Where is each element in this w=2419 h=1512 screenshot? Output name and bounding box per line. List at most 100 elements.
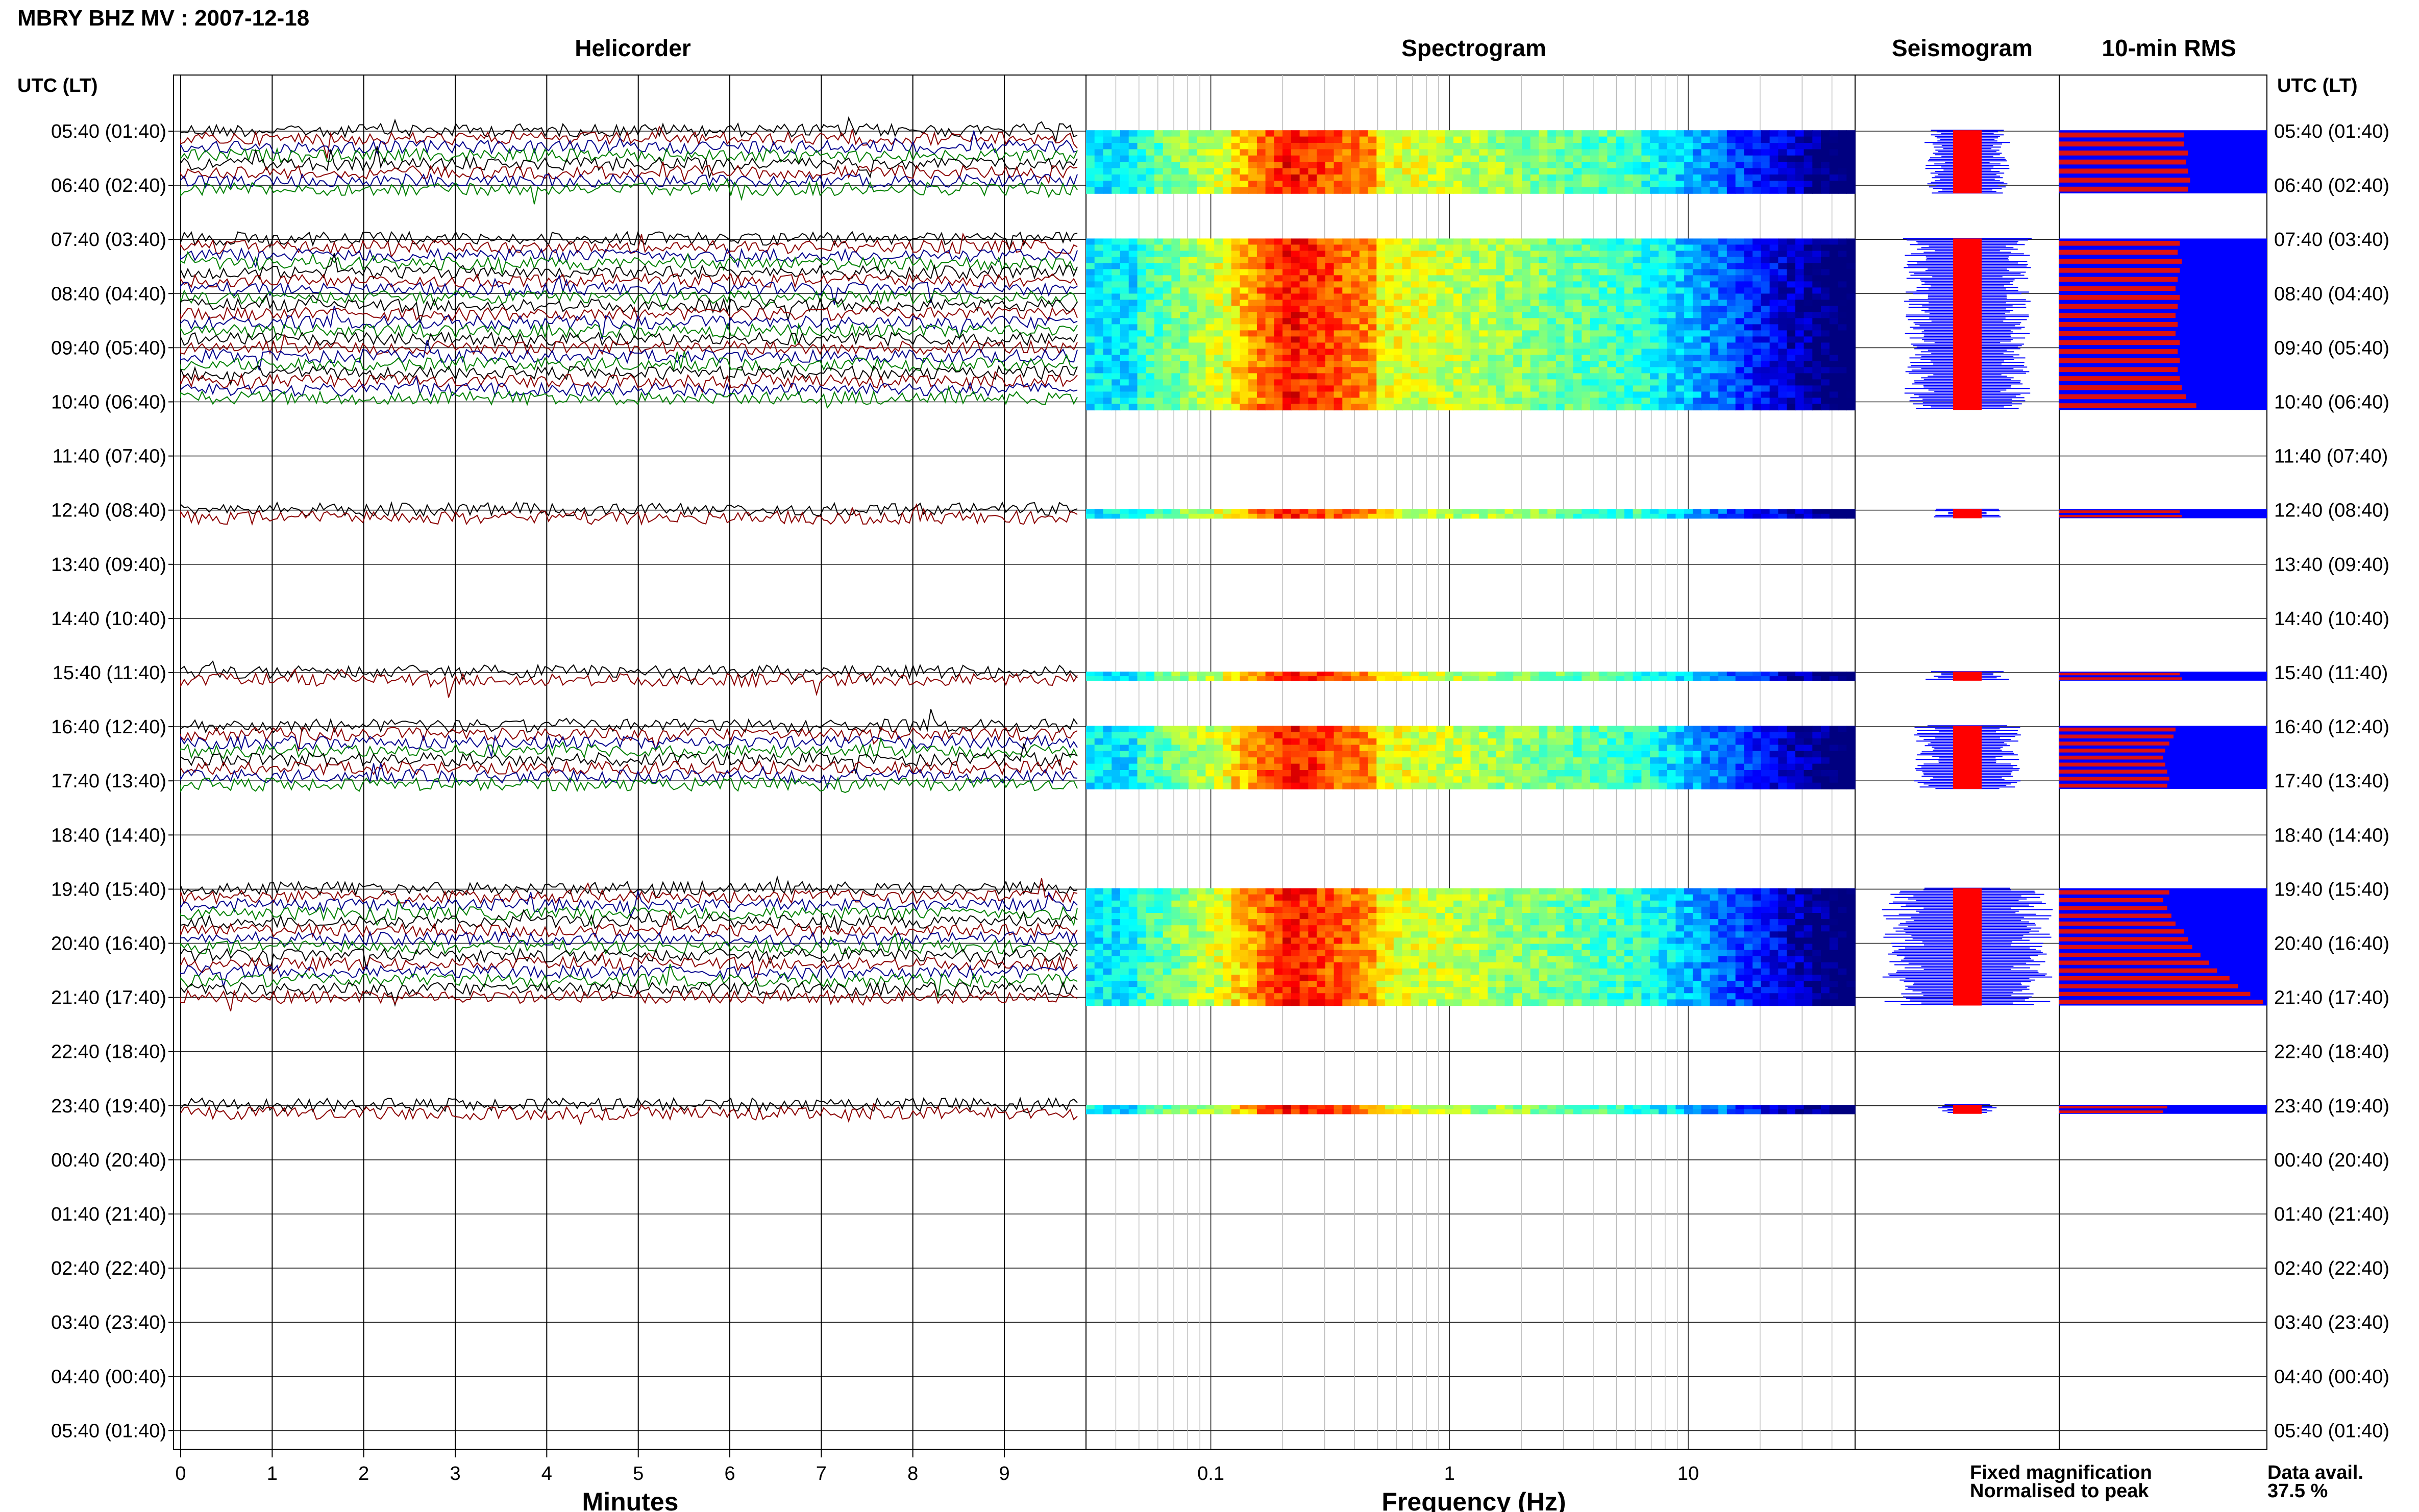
spectrogram-cell [1846,269,1856,276]
spectrogram-cell [1453,355,1463,362]
spectrogram-cell [1530,244,1540,252]
spectrogram-cell [1812,732,1821,739]
spectrogram-cell [1274,281,1283,288]
spectrogram-cell [1744,672,1753,677]
spectrogram-cell [1795,361,1805,368]
spectrogram-cell [1530,181,1540,188]
spectrogram-cell [1359,342,1369,350]
spectrogram-cell [1504,738,1514,746]
spectrogram-cell [1308,894,1317,901]
spectrogram-cell [1633,770,1642,777]
spectrogram-cell [1573,318,1582,325]
spectrogram-cell [1171,269,1180,276]
spectrogram-cell [1488,757,1497,764]
spectrogram-cell [1214,143,1223,150]
spectrogram-cell [1564,745,1574,752]
spectrogram-cell [1291,136,1300,143]
spectrogram-cell [1692,398,1702,405]
spectrogram-cell [1368,257,1377,264]
spectrogram-cell [1376,672,1386,677]
spectrogram-cell [1821,726,1830,733]
spectrogram-cell [1325,312,1335,319]
spectrogram-cell [1231,136,1241,143]
spectrogram-cell [1582,509,1591,514]
spectrogram-cell [1299,672,1309,677]
spectrogram-cell [1846,187,1856,194]
spectrogram-cell [1411,763,1420,771]
spectrogram-cell [1821,238,1830,245]
spectrogram-cell [1419,726,1428,733]
spectrogram-cell [1411,136,1420,143]
spectrogram-cell [1650,269,1659,276]
spectrogram-cell [1103,300,1112,307]
spectrogram-cell [1163,187,1172,194]
spectrogram-cell [1282,349,1292,356]
spectrogram-cell [1128,373,1138,380]
spectrogram-cell [1539,318,1548,325]
spectrogram-cell [1274,379,1283,386]
spectrogram-cell [1274,391,1283,399]
spectrogram-cell [1624,398,1634,405]
spectrogram-cell [1684,168,1693,175]
spectrogram-cell [1513,136,1522,143]
spectrogram-cell [1658,155,1668,162]
spectrogram-cell [1726,672,1736,677]
spectrogram-cell [1291,672,1300,677]
spectrogram-cell [1291,379,1300,386]
spectrogram-cell [1291,275,1300,282]
spectrogram-cell [1812,726,1821,733]
spectrogram-cell [1205,275,1215,282]
spectrogram-cell [1761,676,1770,681]
spectrogram-cell [1188,162,1198,169]
spectrogram-cell [1829,751,1839,758]
spectrogram-cell [1701,379,1711,386]
spectrogram-cell [1744,300,1753,307]
spectrogram-cell [1735,336,1745,343]
spectrogram-cell [1393,373,1403,380]
spectrogram-cell [1675,155,1685,162]
spectrogram-cell [1094,373,1104,380]
spectrogram-cell [1744,355,1753,362]
spectrogram-cell [1718,287,1727,294]
spectrogram-cell [1488,726,1497,733]
spectrogram-cell [1641,143,1650,150]
spectrogram-cell [1453,757,1463,764]
spectrogram-cell [1094,732,1104,739]
spectrogram-cell [1393,726,1403,733]
spectrogram-cell [1146,293,1155,301]
spectrogram-cell [1385,782,1394,789]
spectrogram-cell [1470,300,1479,307]
spectrogram-cell [1445,257,1454,264]
spectrogram-cell [1462,174,1471,182]
helicorder-trace [180,776,1078,793]
spectrogram-cell [1650,187,1659,194]
spectrogram-cell [1752,174,1762,182]
spectrogram-cell [1265,509,1275,514]
spectrogram-cell [1787,287,1796,294]
spectrogram-cell [1787,293,1796,301]
spectrogram-cell [1641,168,1650,175]
spectrogram-cell [1829,391,1839,399]
spectrogram-cell [1240,130,1249,137]
spectrogram-cell [1359,672,1369,677]
spectrogram-cell [1590,745,1599,752]
spectrogram-cell [1094,513,1104,519]
spectrogram-cell [1231,318,1241,325]
spectrogram-cell [1334,306,1343,313]
spectrogram-cell [1761,238,1770,245]
spectrogram-cell [1385,130,1394,137]
spectrogram-cell [1402,342,1411,350]
spectrogram-cell [1308,738,1317,746]
spectrogram-cell [1838,676,1847,681]
spectrogram-cell [1846,385,1856,392]
spectrogram-cell [1231,238,1241,245]
spectrogram-cell [1522,672,1531,677]
helicorder-trace [180,875,1078,900]
spectrogram-cell [1402,155,1411,162]
spectrogram-cell [1385,300,1394,307]
spectrogram-cell [1120,404,1129,411]
spectrogram-cell [1419,130,1428,137]
spectrogram-cell [1325,251,1335,258]
spectrogram-cell [1701,888,1711,895]
spectrogram-cell [1103,275,1112,282]
